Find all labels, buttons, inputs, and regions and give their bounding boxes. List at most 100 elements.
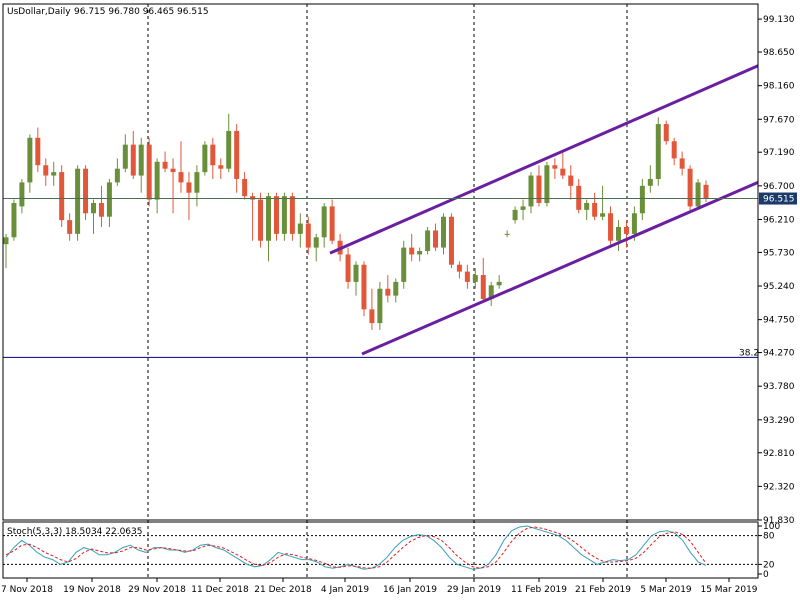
candle bbox=[385, 275, 391, 303]
candle-body bbox=[679, 158, 685, 169]
candle bbox=[576, 178, 582, 214]
candle bbox=[218, 158, 224, 179]
candle bbox=[456, 261, 462, 279]
candle-body bbox=[154, 161, 160, 200]
candle-body bbox=[11, 202, 17, 238]
candle-body bbox=[496, 281, 502, 286]
candle-body bbox=[480, 275, 486, 300]
candle-body bbox=[401, 247, 407, 282]
candle-body bbox=[305, 223, 311, 248]
x-tick-label: 16 Jan 2019 bbox=[383, 585, 437, 595]
candle-body bbox=[385, 288, 391, 296]
candle bbox=[273, 192, 279, 241]
candle bbox=[106, 178, 112, 228]
candle-body bbox=[313, 237, 319, 248]
stoch-y-tick-label: 100 bbox=[763, 522, 780, 532]
candle bbox=[417, 247, 423, 262]
stoch-y-tick-label: 80 bbox=[763, 532, 775, 542]
candle-body bbox=[560, 168, 566, 176]
candle bbox=[329, 199, 335, 245]
candle bbox=[122, 134, 128, 173]
candle-body bbox=[321, 206, 327, 238]
candle bbox=[448, 213, 454, 269]
candle-body bbox=[250, 196, 256, 200]
x-tick-label: 21 Feb 2019 bbox=[575, 585, 631, 595]
candle-body bbox=[202, 144, 208, 173]
candle bbox=[377, 281, 383, 330]
candle-body bbox=[488, 285, 494, 300]
x-tick-label: 7 Nov 2018 bbox=[1, 585, 53, 595]
candle bbox=[393, 278, 399, 303]
candle-body bbox=[600, 213, 606, 217]
channel-upper-line bbox=[329, 64, 759, 255]
candle bbox=[512, 206, 518, 224]
candle bbox=[464, 264, 470, 289]
x-tick-label: 29 Jan 2019 bbox=[447, 585, 501, 595]
candle-body bbox=[83, 168, 89, 214]
candle bbox=[202, 141, 208, 176]
candle bbox=[353, 261, 359, 296]
candle bbox=[35, 127, 41, 173]
x-tick-label: 11 Feb 2019 bbox=[511, 585, 567, 595]
candle bbox=[170, 158, 176, 214]
candle-body bbox=[616, 227, 621, 241]
candle bbox=[313, 233, 319, 262]
candle-body bbox=[3, 237, 9, 245]
candle-body bbox=[67, 220, 73, 234]
candle bbox=[83, 165, 89, 221]
candle-body bbox=[194, 172, 200, 193]
candle bbox=[600, 185, 606, 221]
candle bbox=[281, 192, 287, 241]
candle bbox=[623, 220, 629, 248]
current-price-tag-bg bbox=[759, 192, 797, 205]
stoch-label: Stoch(5,3,3) 18.5034 22.0635 bbox=[7, 527, 142, 537]
candle bbox=[186, 172, 192, 221]
candle-body bbox=[663, 124, 669, 142]
candle-body bbox=[576, 185, 582, 210]
candle bbox=[528, 172, 534, 214]
candle-body bbox=[178, 172, 184, 183]
candle bbox=[639, 178, 645, 221]
candle bbox=[679, 151, 685, 176]
candle-body bbox=[138, 144, 144, 176]
candle bbox=[289, 192, 295, 241]
x-tick-label: 29 Nov 2018 bbox=[128, 585, 186, 595]
candle-body bbox=[218, 165, 224, 169]
candle bbox=[154, 158, 160, 214]
candle-body bbox=[106, 182, 112, 217]
candle-body bbox=[687, 168, 693, 207]
candle bbox=[369, 288, 375, 330]
candle bbox=[234, 124, 240, 193]
candle bbox=[655, 117, 661, 186]
candle-body bbox=[369, 309, 375, 324]
x-tick-label: 21 Dec 2018 bbox=[254, 585, 312, 595]
candle bbox=[608, 206, 614, 248]
candle-body bbox=[647, 178, 653, 186]
candle bbox=[647, 165, 653, 193]
candle-body bbox=[289, 196, 295, 234]
candle-body bbox=[329, 206, 335, 241]
candle bbox=[178, 141, 184, 193]
candle bbox=[504, 230, 510, 238]
current-price-tag: 96.515 bbox=[759, 192, 797, 205]
y-tick-label: 92.810 bbox=[763, 449, 795, 459]
candle-body bbox=[162, 161, 168, 169]
y-tick-label: 91.830 bbox=[763, 516, 795, 526]
candle-body bbox=[281, 196, 287, 234]
candle-body bbox=[671, 141, 677, 159]
candle-body bbox=[631, 213, 637, 234]
candle-body bbox=[242, 178, 248, 197]
candle bbox=[687, 165, 693, 214]
candle-body bbox=[114, 168, 120, 183]
candle-body bbox=[51, 172, 57, 176]
candle-body bbox=[27, 137, 33, 183]
candle-body bbox=[520, 206, 526, 210]
x-tick-label: 4 Jan 2019 bbox=[321, 585, 369, 595]
candle bbox=[488, 281, 494, 306]
candle-body bbox=[536, 175, 542, 203]
candle-body bbox=[703, 184, 709, 199]
y-tick-label: 99.130 bbox=[763, 15, 795, 25]
candle bbox=[27, 134, 33, 193]
